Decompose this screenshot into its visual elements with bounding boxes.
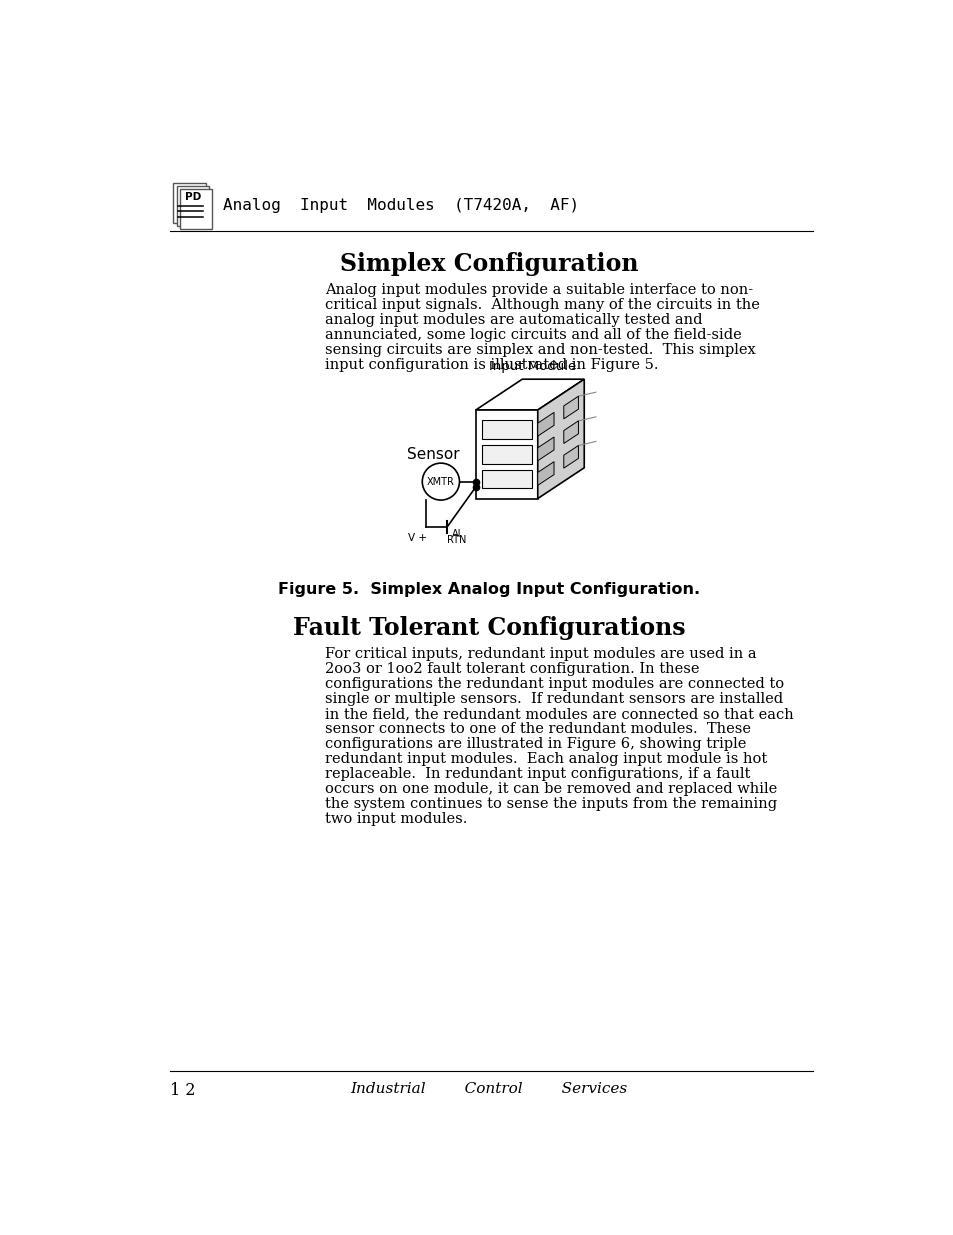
Text: single or multiple sensors.  If redundant sensors are installed: single or multiple sensors. If redundant… [324, 692, 781, 706]
Text: For critical inputs, redundant input modules are used in a: For critical inputs, redundant input mod… [324, 647, 756, 661]
Polygon shape [537, 412, 554, 436]
Text: V +: V + [408, 534, 427, 543]
Text: Analog input modules provide a suitable interface to non-: Analog input modules provide a suitable … [324, 283, 752, 296]
Text: configurations the redundant input modules are connected to: configurations the redundant input modul… [324, 677, 783, 692]
Polygon shape [537, 437, 554, 461]
Text: AI: AI [451, 529, 460, 538]
Text: XMTR: XMTR [427, 477, 455, 487]
Text: analog input modules are automatically tested and: analog input modules are automatically t… [324, 312, 701, 327]
Text: 1 2: 1 2 [170, 1082, 195, 1099]
Text: Figure 5.  Simplex Analog Input Configuration.: Figure 5. Simplex Analog Input Configura… [277, 582, 700, 597]
Text: redundant input modules.  Each analog input module is hot: redundant input modules. Each analog inp… [324, 752, 766, 766]
Polygon shape [537, 462, 554, 485]
Text: in the field, the redundant modules are connected so that each: in the field, the redundant modules are … [324, 708, 793, 721]
Text: Fault Tolerant Configurations: Fault Tolerant Configurations [293, 615, 684, 640]
Text: Analog  Input  Modules  (T7420A,  AF): Analog Input Modules (T7420A, AF) [223, 199, 578, 214]
Text: RTN: RTN [446, 535, 466, 545]
FancyBboxPatch shape [173, 183, 206, 222]
Text: Input Module: Input Module [489, 361, 576, 373]
Text: Sensor: Sensor [406, 447, 459, 462]
Text: Industrial        Control        Services: Industrial Control Services [350, 1082, 627, 1097]
Text: occurs on one module, it can be removed and replaced while: occurs on one module, it can be removed … [324, 782, 776, 797]
Text: input configuration is illustrated in Figure 5.: input configuration is illustrated in Fi… [324, 358, 658, 372]
Text: critical input signals.  Although many of the circuits in the: critical input signals. Although many of… [324, 298, 759, 312]
Text: two input modules.: two input modules. [324, 813, 467, 826]
Polygon shape [563, 421, 578, 443]
Text: PD: PD [185, 191, 201, 201]
FancyBboxPatch shape [176, 186, 209, 226]
Circle shape [422, 463, 459, 500]
Bar [481, 420, 531, 438]
Text: replaceable.  In redundant input configurations, if a fault: replaceable. In redundant input configur… [324, 767, 749, 782]
Polygon shape [537, 379, 583, 499]
Bar [481, 469, 531, 488]
Bar [481, 445, 531, 463]
Text: the system continues to sense the inputs from the remaining: the system continues to sense the inputs… [324, 798, 776, 811]
Polygon shape [563, 446, 578, 468]
Polygon shape [563, 396, 578, 419]
Text: configurations are illustrated in Figure 6, showing triple: configurations are illustrated in Figure… [324, 737, 745, 751]
Text: annunciated, some logic circuits and all of the field-side: annunciated, some logic circuits and all… [324, 329, 740, 342]
FancyBboxPatch shape [179, 189, 212, 228]
Text: sensing circuits are simplex and non-tested.  This simplex: sensing circuits are simplex and non-tes… [324, 343, 755, 357]
Text: 2oo3 or 1oo2 fault tolerant configuration. In these: 2oo3 or 1oo2 fault tolerant configuratio… [324, 662, 699, 677]
Text: Simplex Configuration: Simplex Configuration [339, 252, 638, 277]
Polygon shape [476, 379, 583, 410]
Text: sensor connects to one of the redundant modules.  These: sensor connects to one of the redundant … [324, 722, 750, 736]
Polygon shape [476, 410, 537, 499]
